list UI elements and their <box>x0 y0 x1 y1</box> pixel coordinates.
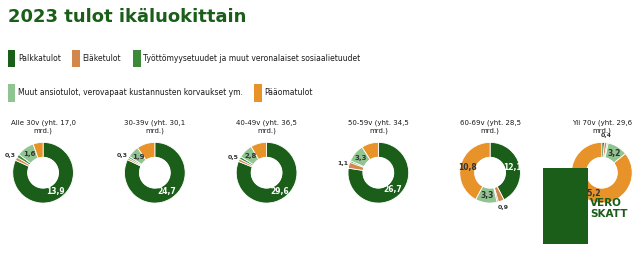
Text: 10,8: 10,8 <box>458 163 477 172</box>
Wedge shape <box>239 159 253 167</box>
Text: 24,7: 24,7 <box>158 187 176 196</box>
Wedge shape <box>494 186 504 202</box>
Wedge shape <box>251 142 267 160</box>
Text: 0,3: 0,3 <box>5 153 15 158</box>
Wedge shape <box>19 144 38 164</box>
Wedge shape <box>33 142 43 158</box>
Title: 60-69v (yht. 28,5
mrd.): 60-69v (yht. 28,5 mrd.) <box>460 119 521 134</box>
Text: 2,8: 2,8 <box>244 153 257 160</box>
Circle shape <box>475 157 505 188</box>
Circle shape <box>28 157 59 188</box>
Text: Palkkatulot: Palkkatulot <box>18 54 61 63</box>
Wedge shape <box>350 161 365 167</box>
Text: 0,4: 0,4 <box>601 134 612 138</box>
Wedge shape <box>362 142 378 160</box>
Wedge shape <box>13 142 73 203</box>
Text: 13,9: 13,9 <box>46 187 65 196</box>
Text: 3,2: 3,2 <box>607 149 620 158</box>
Wedge shape <box>572 142 632 203</box>
Text: 25,2: 25,2 <box>583 189 601 198</box>
Text: 29,6: 29,6 <box>270 187 289 196</box>
Text: 0,3: 0,3 <box>116 153 127 158</box>
Title: 40-49v (yht. 36,5
mrd.): 40-49v (yht. 36,5 mrd.) <box>236 119 297 134</box>
Text: Työttömyysetuudet ja muut veronalaiset sosiaalietuudet: Työttömyysetuudet ja muut veronalaiset s… <box>143 54 361 63</box>
Text: 0,9: 0,9 <box>498 205 509 210</box>
Text: Muut ansiotulot, verovapaat kustannusten korvaukset ym.: Muut ansiotulot, verovapaat kustannusten… <box>18 88 243 97</box>
Title: 50-59v (yht. 34,5
mrd.): 50-59v (yht. 34,5 mrd.) <box>348 119 409 134</box>
Wedge shape <box>239 157 254 166</box>
Text: 1,6: 1,6 <box>24 151 36 157</box>
Text: 1,1: 1,1 <box>337 161 348 166</box>
Wedge shape <box>494 187 498 202</box>
Wedge shape <box>129 148 146 165</box>
Text: 12,1: 12,1 <box>503 163 521 172</box>
Wedge shape <box>138 142 155 160</box>
Wedge shape <box>15 157 30 166</box>
Title: 30-39v (yht. 30,1
mrd.): 30-39v (yht. 30,1 mrd.) <box>124 119 185 134</box>
Title: Yli 70v (yht. 29,6
mrd.): Yli 70v (yht. 29,6 mrd.) <box>572 119 632 134</box>
Wedge shape <box>236 142 297 203</box>
Text: 26,7: 26,7 <box>384 185 403 195</box>
Wedge shape <box>350 147 370 167</box>
Wedge shape <box>460 142 490 199</box>
Text: 3,3: 3,3 <box>480 191 494 200</box>
Wedge shape <box>349 162 364 170</box>
Wedge shape <box>17 154 31 165</box>
Wedge shape <box>605 143 626 163</box>
Wedge shape <box>348 142 409 203</box>
Text: Pääomatulot: Pääomatulot <box>265 88 313 97</box>
Text: 0,5: 0,5 <box>228 155 239 160</box>
Circle shape <box>363 157 394 188</box>
Text: Eläketulot: Eläketulot <box>83 54 122 63</box>
Wedge shape <box>129 156 142 165</box>
Wedge shape <box>476 186 497 203</box>
Wedge shape <box>603 142 607 158</box>
Text: 2023 tulot ikäluokittain: 2023 tulot ikäluokittain <box>8 8 246 26</box>
Wedge shape <box>127 158 141 166</box>
Wedge shape <box>490 142 520 200</box>
Title: Alle 30v (yht. 17,0
mrd.): Alle 30v (yht. 17,0 mrd.) <box>10 119 76 134</box>
Text: 3,3: 3,3 <box>355 155 367 161</box>
Circle shape <box>586 157 617 188</box>
Wedge shape <box>125 142 185 203</box>
Wedge shape <box>602 142 604 157</box>
Text: 1,9: 1,9 <box>132 154 145 160</box>
Text: VERO
SKATT: VERO SKATT <box>590 198 628 219</box>
Circle shape <box>140 157 170 188</box>
Wedge shape <box>604 143 608 158</box>
Circle shape <box>251 157 282 188</box>
Wedge shape <box>240 147 259 165</box>
